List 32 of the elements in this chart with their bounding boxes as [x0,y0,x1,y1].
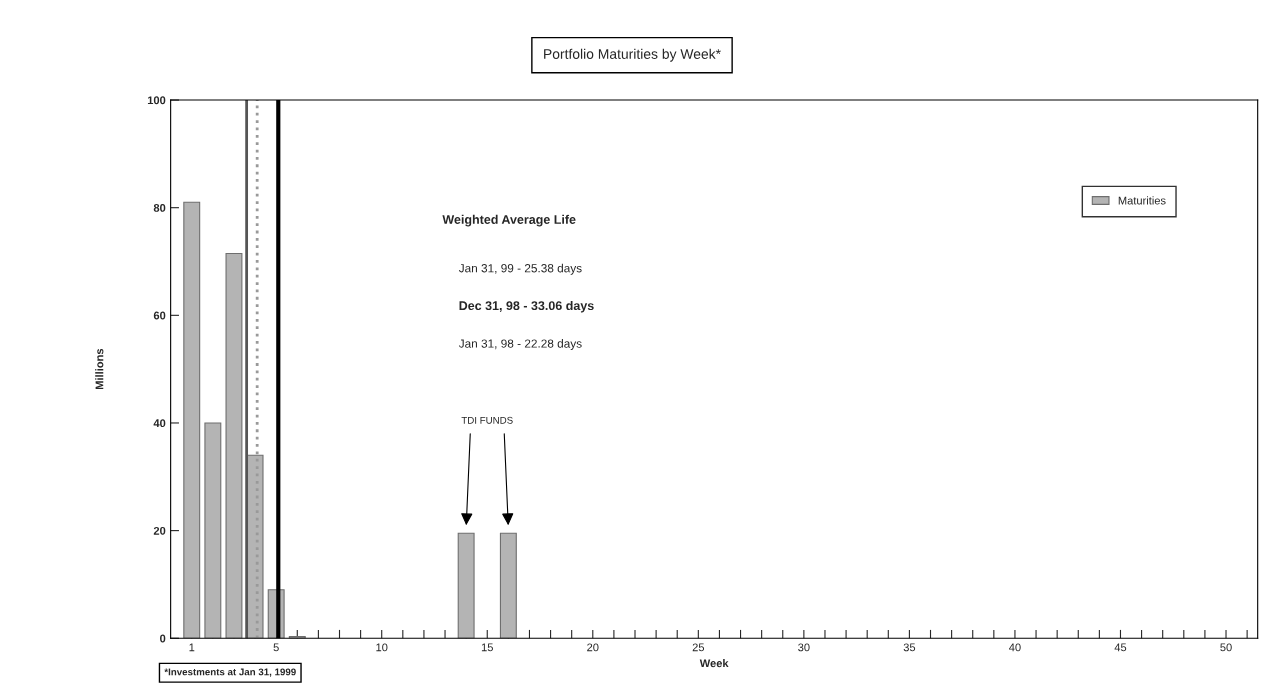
bar [225,252,243,639]
x-tick-label: 5 [273,643,279,652]
y-tick-label: 80 [153,203,166,212]
text: *Investments at Jan 31, 1999 [164,668,296,677]
bar [457,532,475,639]
annotation: Jan 31, 99 - 25.38 days [458,263,582,275]
x-axis-title: Week [699,659,729,668]
y-tick-label: 40 [153,419,166,428]
annotation: Dec 31, 98 - 33.06 days [459,300,594,313]
x-tick-label: 1 [189,643,195,652]
legend-label: Maturities [1118,196,1166,205]
x-tick-label: 30 [798,643,810,652]
annotation: TDI FUNDS [461,416,513,424]
y-tick-label: 0 [160,634,166,643]
x-tick-label: 10 [376,643,388,652]
x-tick-label: 40 [1009,643,1021,652]
x-tick-label: 15 [481,643,493,652]
y-tick-label: 100 [147,96,166,105]
x-tick-label: 45 [1114,643,1127,652]
annotation: Jan 31, 98 - 22.28 days [458,339,582,351]
bar [204,422,222,639]
bar [183,201,201,639]
x-tick-label: 25 [692,643,705,652]
annotation: Weighted Average Life [442,214,576,227]
x-tick-label: 20 [587,643,599,652]
x-tick-label: 35 [903,643,916,652]
chart-title: Portfolio Maturities by Week* [544,48,721,62]
y-tick-label: 60 [153,311,166,320]
x-tick-label: 50 [1220,643,1232,652]
y-axis-title: Millions [95,348,104,390]
bar [499,532,517,639]
y-tick-label: 20 [153,526,166,535]
